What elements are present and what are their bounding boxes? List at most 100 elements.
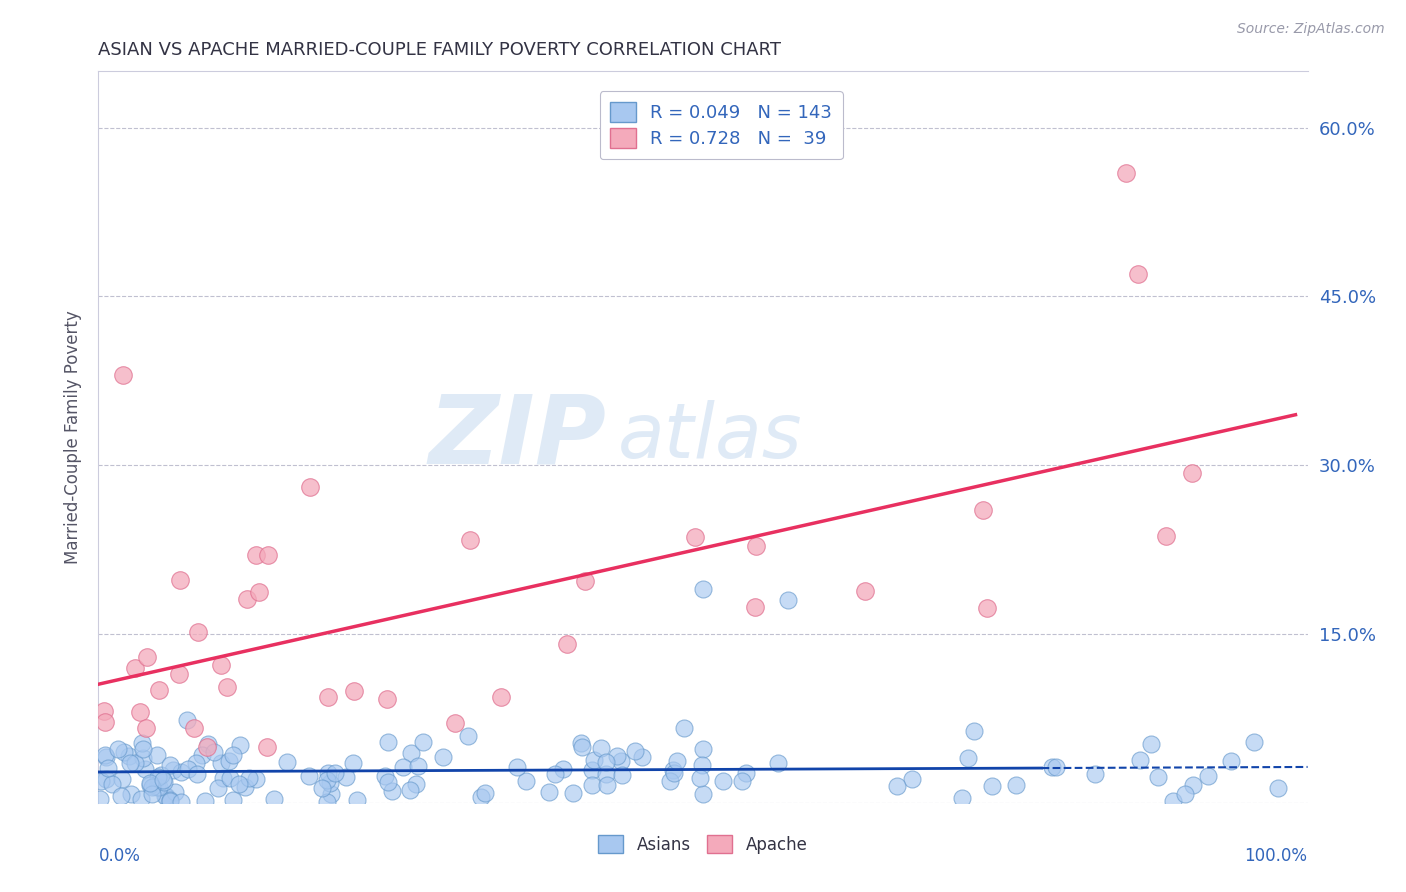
- Point: [93, 704, 115, 718]
- Point: [335, 770, 357, 784]
- Point: [412, 735, 434, 749]
- Point: [245, 772, 267, 787]
- Point: [1243, 735, 1265, 749]
- Point: [89, 791, 111, 805]
- Point: [551, 762, 574, 776]
- Point: [692, 742, 714, 756]
- Point: [731, 773, 754, 788]
- Point: [1219, 754, 1241, 768]
- Point: [298, 479, 321, 493]
- Point: [207, 781, 229, 796]
- Point: [343, 684, 366, 698]
- Point: [145, 780, 167, 794]
- Point: [101, 776, 124, 790]
- Point: [235, 591, 257, 606]
- Point: [118, 756, 141, 770]
- Point: [148, 780, 170, 795]
- Point: [374, 769, 396, 783]
- Point: [191, 748, 214, 763]
- Point: [581, 763, 603, 777]
- Point: [222, 748, 245, 763]
- Text: Source: ZipAtlas.com: Source: ZipAtlas.com: [1237, 22, 1385, 37]
- Point: [776, 593, 799, 607]
- Point: [711, 774, 734, 789]
- Point: [319, 787, 342, 801]
- Point: [555, 637, 578, 651]
- Point: [398, 783, 420, 797]
- Point: [1197, 769, 1219, 783]
- Point: [162, 763, 184, 777]
- Point: [1182, 778, 1205, 792]
- Point: [610, 768, 633, 782]
- Point: [735, 766, 758, 780]
- Point: [155, 789, 177, 803]
- Point: [146, 770, 169, 784]
- Point: [886, 779, 908, 793]
- Point: [194, 794, 217, 808]
- Point: [1139, 738, 1161, 752]
- Point: [658, 774, 681, 789]
- Point: [744, 600, 766, 615]
- Y-axis label: Married-Couple Family Poverty: Married-Couple Family Poverty: [65, 310, 83, 564]
- Point: [169, 573, 191, 587]
- Point: [238, 771, 260, 785]
- Point: [111, 772, 134, 786]
- Point: [489, 690, 512, 704]
- Point: [159, 794, 181, 808]
- Point: [209, 756, 232, 771]
- Point: [766, 756, 789, 770]
- Point: [377, 774, 399, 789]
- Point: [315, 795, 337, 809]
- Point: [474, 786, 496, 800]
- Point: [957, 751, 980, 765]
- Point: [692, 787, 714, 801]
- Text: 100.0%: 100.0%: [1244, 847, 1308, 864]
- Point: [124, 661, 146, 675]
- Point: [94, 772, 117, 786]
- Point: [152, 775, 174, 789]
- Point: [112, 745, 135, 759]
- Point: [595, 767, 617, 781]
- Point: [581, 778, 603, 792]
- Point: [94, 714, 117, 729]
- Point: [110, 789, 132, 803]
- Point: [391, 760, 413, 774]
- Point: [228, 777, 250, 791]
- Point: [662, 765, 685, 780]
- Point: [218, 754, 240, 768]
- Point: [132, 751, 155, 765]
- Point: [229, 738, 252, 752]
- Point: [233, 780, 256, 794]
- Point: [316, 773, 339, 788]
- Point: [662, 763, 685, 777]
- Point: [342, 756, 364, 771]
- Point: [298, 769, 321, 783]
- Point: [1174, 787, 1197, 801]
- Point: [1115, 166, 1137, 180]
- Point: [169, 764, 191, 779]
- Point: [624, 744, 647, 758]
- Point: [672, 721, 695, 735]
- Point: [470, 790, 492, 805]
- Point: [94, 750, 117, 764]
- Point: [167, 666, 190, 681]
- Point: [853, 583, 876, 598]
- Point: [377, 734, 399, 748]
- Point: [1181, 467, 1204, 481]
- Point: [135, 721, 157, 735]
- Point: [1084, 767, 1107, 781]
- Point: [574, 574, 596, 588]
- Point: [375, 692, 398, 706]
- Legend: Asians, Apache: Asians, Apache: [592, 829, 814, 860]
- Point: [145, 747, 167, 762]
- Point: [1154, 529, 1177, 543]
- Point: [111, 368, 134, 383]
- Point: [346, 793, 368, 807]
- Point: [744, 539, 766, 553]
- Point: [148, 683, 170, 698]
- Point: [132, 741, 155, 756]
- Point: [197, 737, 219, 751]
- Point: [129, 706, 152, 720]
- Point: [120, 787, 142, 801]
- Point: [170, 795, 193, 809]
